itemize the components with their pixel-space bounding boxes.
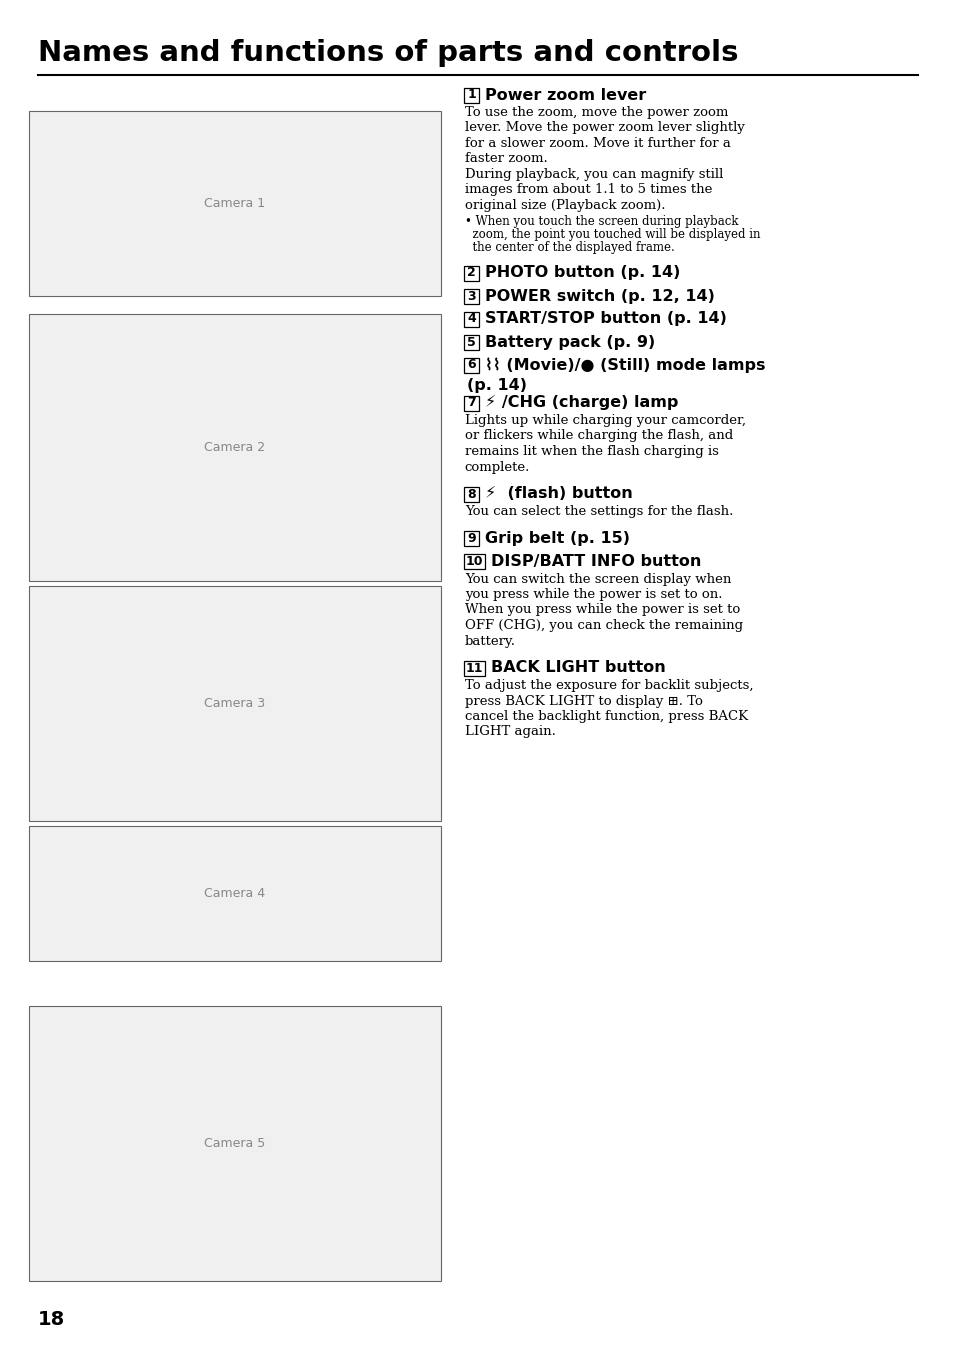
FancyBboxPatch shape [464,661,485,676]
Text: 10: 10 [465,555,483,569]
Text: Names and functions of parts and controls: Names and functions of parts and control… [38,39,738,66]
Text: 7: 7 [467,396,476,410]
Text: (p. 14): (p. 14) [466,379,526,394]
Text: complete.: complete. [464,460,530,474]
Text: ⌇⌇ (Movie)/● (Still) mode lamps: ⌇⌇ (Movie)/● (Still) mode lamps [484,357,764,373]
Text: ⚡ /CHG (charge) lamp: ⚡ /CHG (charge) lamp [484,395,678,411]
Text: images from about 1.1 to 5 times the: images from about 1.1 to 5 times the [464,183,711,197]
Text: original size (Playback zoom).: original size (Playback zoom). [464,199,664,212]
Text: Camera 3: Camera 3 [204,697,265,710]
Text: OFF (CHG), you can check the remaining: OFF (CHG), you can check the remaining [464,619,742,632]
FancyBboxPatch shape [29,1006,440,1281]
Text: you press while the power is set to on.: you press while the power is set to on. [464,588,721,601]
Text: 8: 8 [467,487,476,501]
FancyBboxPatch shape [29,313,440,581]
Text: the center of the displayed frame.: the center of the displayed frame. [464,242,674,255]
FancyBboxPatch shape [29,826,440,961]
Text: POWER switch (p. 12, 14): POWER switch (p. 12, 14) [484,289,714,304]
Text: remains lit when the flash charging is: remains lit when the flash charging is [464,445,718,459]
Text: or flickers while charging the flash, and: or flickers while charging the flash, an… [464,430,732,442]
Text: You can select the settings for the flash.: You can select the settings for the flas… [464,505,732,518]
Text: 18: 18 [38,1310,65,1329]
Text: To adjust the exposure for backlit subjects,: To adjust the exposure for backlit subje… [464,678,753,692]
Text: Power zoom lever: Power zoom lever [484,87,645,103]
Text: 6: 6 [467,358,476,372]
Text: Camera 5: Camera 5 [204,1137,265,1149]
Text: START/STOP button (p. 14): START/STOP button (p. 14) [484,312,726,327]
Text: for a slower zoom. Move it further for a: for a slower zoom. Move it further for a [464,137,730,151]
FancyBboxPatch shape [464,395,478,411]
Text: Grip belt (p. 15): Grip belt (p. 15) [484,531,629,546]
Text: Camera 2: Camera 2 [204,441,265,455]
Text: 3: 3 [467,289,476,303]
Text: • When you touch the screen during playback: • When you touch the screen during playb… [464,214,738,228]
FancyBboxPatch shape [464,334,478,350]
Text: Camera 1: Camera 1 [204,197,265,210]
Text: You can switch the screen display when: You can switch the screen display when [464,573,730,585]
Text: faster zoom.: faster zoom. [464,152,547,166]
FancyBboxPatch shape [464,554,485,569]
Text: When you press while the power is set to: When you press while the power is set to [464,604,740,616]
Text: 9: 9 [467,532,476,546]
Text: DISP/BATT INFO button: DISP/BATT INFO button [490,554,700,569]
Text: PHOTO button (p. 14): PHOTO button (p. 14) [484,266,679,281]
FancyBboxPatch shape [464,312,478,327]
Text: Lights up while charging your camcorder,: Lights up while charging your camcorder, [464,414,745,427]
Text: press BACK LIGHT to display ⊞. To: press BACK LIGHT to display ⊞. To [464,695,701,707]
Text: 11: 11 [465,661,483,674]
Text: cancel the backlight function, press BACK: cancel the backlight function, press BAC… [464,710,747,723]
FancyBboxPatch shape [464,357,478,373]
FancyBboxPatch shape [464,87,478,103]
Text: LIGHT again.: LIGHT again. [464,726,555,738]
Text: 2: 2 [467,266,476,280]
Text: BACK LIGHT button: BACK LIGHT button [490,661,665,676]
FancyBboxPatch shape [464,487,478,502]
FancyBboxPatch shape [29,586,440,821]
FancyBboxPatch shape [29,111,440,296]
Text: ⚡  (flash) button: ⚡ (flash) button [484,487,632,502]
FancyBboxPatch shape [464,266,478,281]
Text: lever. Move the power zoom lever slightly: lever. Move the power zoom lever slightl… [464,122,743,134]
FancyBboxPatch shape [464,289,478,304]
Text: During playback, you can magnify still: During playback, you can magnify still [464,168,722,180]
Text: Battery pack (p. 9): Battery pack (p. 9) [484,334,655,350]
Text: Camera 4: Camera 4 [204,887,265,900]
Text: battery.: battery. [464,635,516,647]
Text: 1: 1 [467,88,476,102]
Text: 5: 5 [467,335,476,349]
Text: To use the zoom, move the power zoom: To use the zoom, move the power zoom [464,106,727,119]
FancyBboxPatch shape [464,531,478,546]
Text: 4: 4 [467,312,476,326]
Text: zoom, the point you touched will be displayed in: zoom, the point you touched will be disp… [464,228,760,242]
